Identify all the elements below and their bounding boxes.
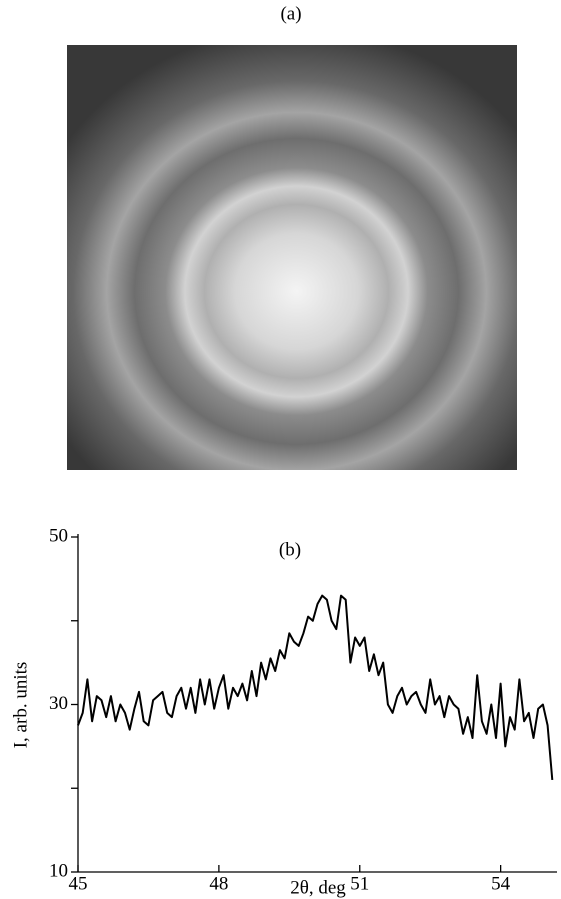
y-axis-label: I, arb. units <box>10 662 31 749</box>
y-tick-label: 30 <box>49 693 68 714</box>
y-tick-label: 10 <box>49 860 68 881</box>
x-tick-label: 45 <box>69 873 88 894</box>
x-tick-label: 48 <box>209 873 228 894</box>
x-tick-label: 54 <box>491 873 511 894</box>
y-tick-label: 50 <box>49 525 68 546</box>
x-axis-label: 2θ, deg <box>290 877 346 898</box>
panel-b-label: (b) <box>279 539 301 560</box>
intensity-line <box>77 594 554 780</box>
diffraction-image <box>67 45 517 470</box>
x-tick-label: 51 <box>350 873 369 894</box>
panel-a-label: (a) <box>280 3 301 24</box>
